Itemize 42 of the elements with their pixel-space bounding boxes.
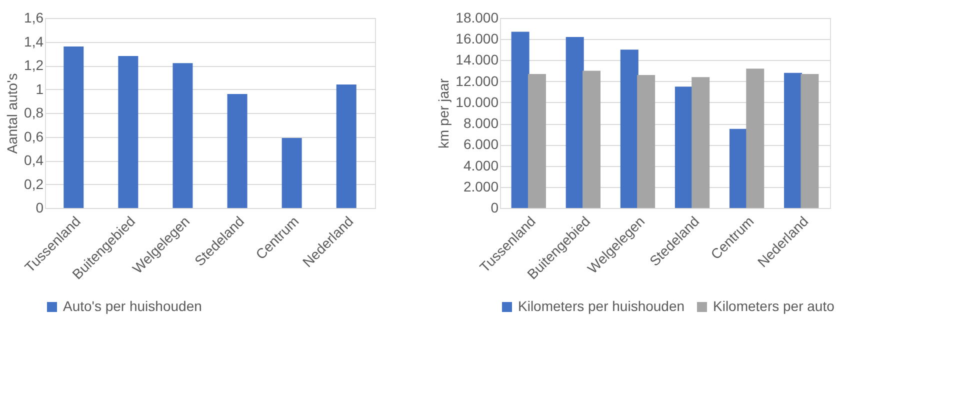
bar [172, 63, 193, 208]
y-axis-title: km per jaar [436, 78, 452, 149]
bar [566, 37, 584, 208]
y-tick-label: 0 [36, 200, 44, 216]
bar [336, 84, 356, 208]
y-tick-label: 1 [36, 80, 44, 97]
bar [511, 32, 530, 208]
y-tick-label: 14.000 [456, 52, 499, 68]
bar [64, 46, 84, 208]
bar [118, 56, 138, 208]
y-tick-label: 0 [490, 200, 499, 216]
y-tick-label: 0,4 [24, 152, 44, 168]
bar [620, 50, 638, 208]
bar [227, 94, 248, 208]
y-tick-label: 0,2 [24, 176, 44, 192]
y-tick-label: 1,2 [24, 57, 44, 73]
y-tick-label: 18.000 [456, 10, 499, 26]
y-tick-label: 4.000 [463, 157, 499, 174]
legend-label: Auto's per huishouden [63, 298, 202, 314]
y-tick-label: 12.000 [456, 72, 499, 89]
y-tick-label: 1,6 [24, 10, 44, 26]
bar [582, 70, 601, 208]
y-axis-title: Aantal auto's [4, 73, 20, 154]
legend-label: Kilometers per auto [713, 298, 835, 314]
y-tick-label: 2.000 [463, 178, 499, 194]
bar [800, 74, 819, 208]
bar [528, 74, 546, 208]
bar [674, 86, 693, 208]
bar [784, 72, 802, 208]
bar [692, 77, 710, 208]
bar [729, 128, 748, 208]
y-tick-label: 6.000 [463, 136, 499, 152]
bar [637, 75, 656, 208]
y-tick-label: 8.000 [463, 115, 499, 132]
y-tick-label: 16.000 [456, 30, 499, 47]
y-tick-label: 10.000 [456, 94, 499, 110]
bar [282, 138, 302, 208]
y-tick-label: 1,4 [24, 33, 44, 50]
legend-label: Kilometers per huishouden [518, 298, 685, 314]
bar [746, 68, 764, 208]
y-tick-label: 0,8 [24, 104, 44, 120]
y-tick-label: 0,6 [24, 128, 44, 144]
